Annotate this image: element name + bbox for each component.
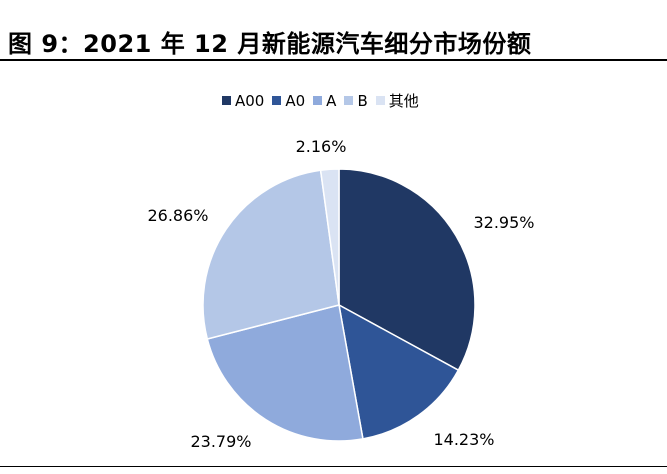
legend-label-b: B	[357, 91, 368, 110]
bottom-divider	[0, 466, 667, 467]
pie-slice-other	[319, 168, 340, 306]
legend-item-a: A	[313, 92, 336, 110]
legend-label-a: A	[326, 91, 337, 110]
legend-item-other: 其他	[375, 90, 419, 111]
chart-title: 图 9：2021 年 12 月新能源汽车细分市场份额	[8, 30, 532, 58]
legend-item-b: B	[344, 91, 368, 110]
data-label-a: 23.79%	[190, 432, 251, 451]
data-label-other: 2.16%	[296, 137, 347, 156]
pie-slice-a00	[338, 168, 476, 372]
title-divider	[0, 59, 667, 61]
legend-swatch-a0	[272, 96, 282, 105]
legend-item-a0: A0	[272, 92, 305, 110]
legend-label-a00: A00	[235, 91, 265, 110]
legend-swatch-a00	[222, 96, 231, 105]
legend-label-a0: A0	[285, 91, 306, 110]
pie-slices	[202, 168, 476, 442]
chart-legend: A00 A0 A B 其他	[222, 90, 427, 111]
data-label-a0: 14.23%	[433, 430, 494, 449]
legend-swatch-a	[313, 96, 323, 105]
legend-swatch-b	[344, 96, 354, 105]
legend-item-a00: A00	[222, 92, 264, 110]
legend-swatch-other	[375, 96, 385, 105]
data-label-b: 26.86%	[147, 206, 208, 225]
pie-slice-a0	[337, 303, 460, 440]
pie-slice-b	[202, 169, 340, 340]
pie-slice-a	[206, 304, 364, 442]
pie-labels: 32.95% 14.23% 23.79% 26.86% 2.16%	[147, 137, 534, 451]
data-label-a00: 32.95%	[473, 213, 534, 232]
legend-label-other: 其他	[388, 92, 419, 110]
